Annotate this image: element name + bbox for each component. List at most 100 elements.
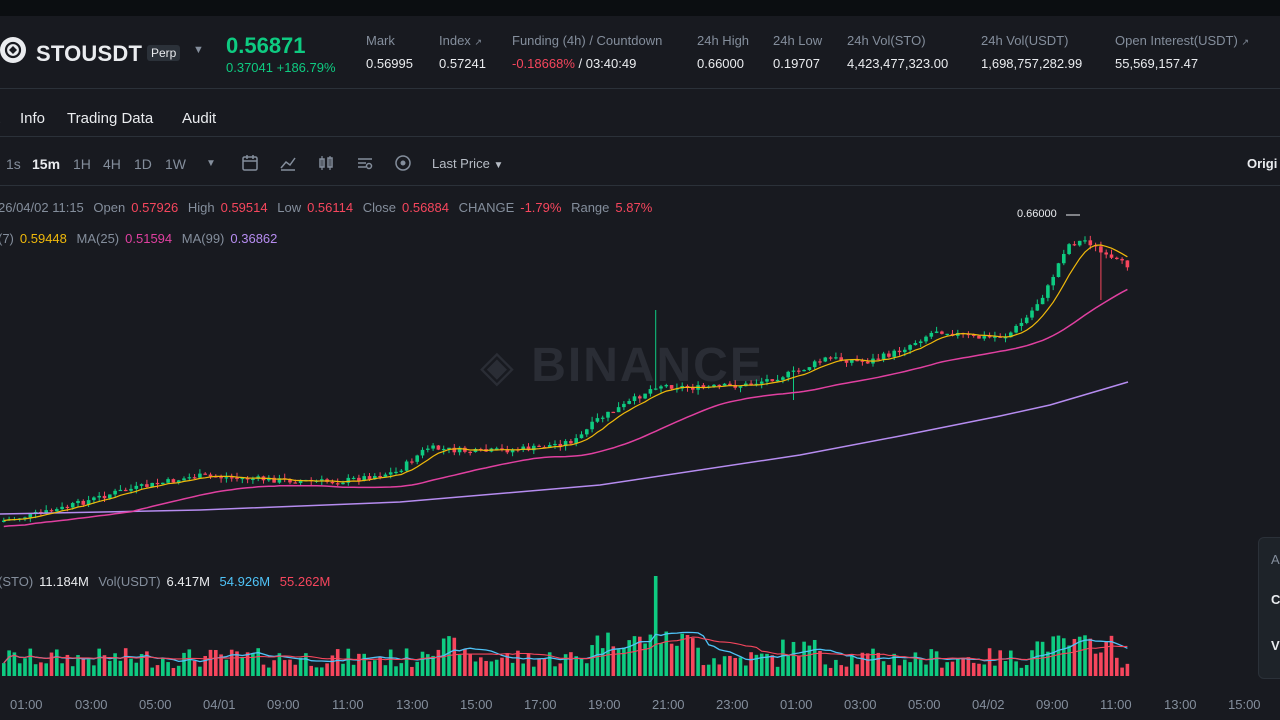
volume-bar (335, 649, 340, 676)
volume-bar (484, 660, 488, 676)
timeframe-1h[interactable]: 1H (73, 156, 91, 172)
candle (892, 350, 896, 357)
indicator-icon[interactable] (279, 154, 297, 172)
candle (765, 379, 769, 382)
candle (987, 336, 992, 338)
price-type-select[interactable]: Last Price ▼ (432, 156, 504, 171)
volume-bar (648, 634, 653, 676)
timeframe-1d[interactable]: 1D (134, 156, 152, 172)
volume-bar (653, 576, 658, 676)
side-panel[interactable]: A C V (1258, 537, 1280, 679)
settings-icon[interactable] (356, 154, 374, 172)
volume-bar (447, 636, 451, 676)
volume-bar (399, 663, 404, 676)
tab-audit[interactable]: Audit (182, 110, 217, 127)
volume-bar (251, 653, 255, 676)
volume-bar (12, 652, 17, 676)
candle (770, 379, 775, 382)
candle (691, 387, 695, 390)
volume-bar (664, 631, 669, 676)
candle (966, 333, 971, 336)
volume-bar (850, 655, 854, 676)
volume-bar (675, 645, 679, 676)
candle (145, 484, 149, 487)
candle (229, 477, 234, 479)
candle (192, 477, 197, 479)
candle (113, 490, 117, 495)
candle (918, 341, 923, 343)
time-axis-label: 09:00 (1036, 697, 1069, 712)
volume-bar (139, 654, 144, 676)
timeframe-4h[interactable]: 4H (103, 156, 121, 172)
volume-bar (309, 665, 313, 676)
volume-chart[interactable] (0, 560, 1280, 680)
calendar-icon[interactable] (241, 154, 259, 172)
funding-countdown: / 03:40:49 (574, 56, 637, 71)
candle (722, 383, 727, 386)
target-icon[interactable] (394, 154, 412, 172)
candle (335, 483, 340, 485)
candle (378, 476, 382, 478)
timeframe-1w[interactable]: 1W (165, 156, 186, 172)
timeframe-1s[interactable]: 1s (6, 156, 21, 172)
volume-bar (150, 667, 154, 676)
volume-bar (304, 653, 308, 676)
candle (812, 361, 817, 368)
candle (579, 434, 584, 439)
timeframe-more-chevron-icon[interactable]: ▼ (206, 158, 216, 169)
volume-bar (214, 650, 218, 676)
candle (320, 479, 324, 481)
candle (55, 509, 59, 512)
funding-rate: -0.18668% (512, 56, 575, 71)
ticker-header (0, 16, 1280, 89)
volume-bar (23, 658, 27, 676)
volume-bar (1019, 667, 1024, 676)
original-view-toggle[interactable]: Origi (1247, 156, 1278, 171)
volume-bar (436, 649, 441, 676)
chevron-down-icon[interactable]: ▼ (193, 44, 204, 56)
stat-label[interactable]: Funding (4h) / Countdown (512, 33, 663, 48)
volume-bar (102, 655, 107, 676)
symbol-name[interactable]: STOUSDT (36, 41, 143, 66)
volume-bar (1125, 663, 1130, 676)
stat-label[interactable]: Open Interest(USDT) ↗ (1115, 33, 1249, 48)
candle (903, 349, 907, 353)
candle (346, 477, 351, 483)
candle (595, 418, 600, 422)
time-axis-label: 01:00 (10, 697, 43, 712)
stat-24h-high: 24h High 0.66000 (697, 33, 749, 71)
last-price: 0.56871 (226, 33, 306, 58)
candle (622, 403, 626, 408)
time-axis-label: 13:00 (1164, 697, 1197, 712)
candle (807, 367, 812, 370)
candle (648, 389, 653, 394)
volume-bar (60, 663, 64, 676)
volume-bar (1120, 667, 1124, 676)
ma7-value: 0.59448 (19, 231, 67, 246)
timeframe-15m[interactable]: 15m (32, 156, 61, 172)
stat-label[interactable]: Index ↗ (439, 33, 482, 48)
tab-trading-data[interactable]: Trading Data (67, 110, 154, 127)
chart-type-icon[interactable] (317, 154, 335, 172)
volume-bar (394, 666, 398, 676)
candlestick-chart[interactable] (0, 186, 1280, 558)
volume-bar (590, 645, 594, 676)
volume-bar (182, 652, 186, 676)
volume-bar (812, 639, 817, 676)
candle (1088, 240, 1093, 246)
candle (76, 500, 80, 504)
stat-value: 4,423,477,323.00 (847, 56, 949, 71)
candle (1056, 263, 1061, 278)
candle (288, 479, 292, 483)
candle (664, 385, 669, 387)
candle (224, 477, 229, 479)
time-axis-label: 03:00 (844, 697, 877, 712)
volume-bar (1040, 641, 1045, 676)
volume-bar (267, 667, 271, 676)
candle (155, 482, 160, 485)
candle (388, 472, 393, 475)
candle (908, 345, 912, 350)
volume-bar (282, 660, 287, 676)
tab-info[interactable]: Info (20, 110, 46, 127)
volume-bar (293, 664, 298, 676)
